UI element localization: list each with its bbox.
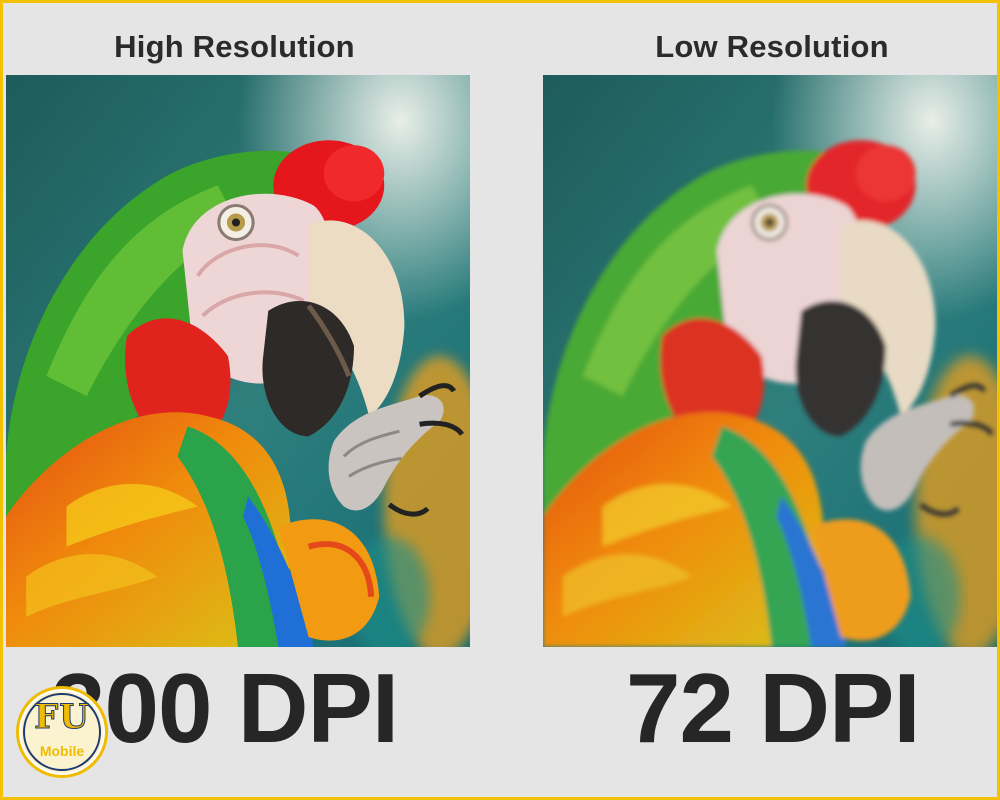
fu-mobile-logo: FU Mobile xyxy=(16,686,108,778)
logo-wordmark: Mobile xyxy=(39,743,85,759)
high-resolution-heading: High Resolution xyxy=(114,29,355,64)
high-dpi-label: 300 DPI xyxy=(51,653,399,763)
high-resolution-photo xyxy=(6,75,470,647)
low-resolution-photo xyxy=(543,75,997,647)
logo-mark: FU xyxy=(34,697,90,738)
low-resolution-heading: Low Resolution xyxy=(655,29,889,64)
logo-ring xyxy=(23,693,101,771)
low-dpi-label: 72 DPI xyxy=(626,653,921,763)
